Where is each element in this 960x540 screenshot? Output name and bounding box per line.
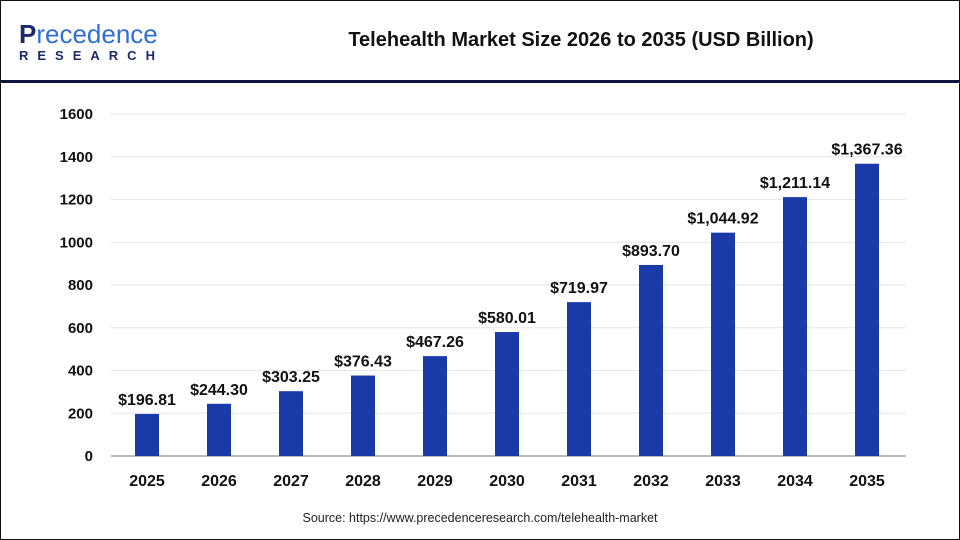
data-label: $1,367.36: [831, 142, 902, 159]
data-label: $580.01: [478, 310, 536, 327]
y-tick-label: 1000: [60, 234, 93, 251]
data-label: $467.26: [406, 334, 464, 351]
y-tick-label: 200: [68, 405, 93, 422]
data-label: $196.81: [118, 392, 176, 409]
data-label: $893.70: [622, 243, 680, 260]
bar-2032: [639, 264, 663, 456]
bar-2031: [567, 302, 591, 456]
data-label: $1,044.92: [687, 211, 758, 228]
x-tick-label: 2026: [201, 473, 237, 490]
x-tick-label: 2034: [777, 473, 813, 490]
x-tick-label: 2030: [489, 473, 525, 490]
data-label: $303.25: [262, 369, 320, 386]
x-tick-label: 2035: [849, 473, 885, 490]
bar-2034: [783, 197, 807, 456]
source-text: Source: https://www.precedenceresearch.c…: [302, 511, 658, 525]
data-label: $244.30: [190, 382, 248, 399]
y-tick-label: 600: [68, 320, 93, 337]
chart-title: Telehealth Market Size 2026 to 2035 (USD…: [348, 29, 814, 51]
bar-2030: [495, 332, 519, 456]
y-tick-label: 800: [68, 277, 93, 294]
logo: Precedence RESEARCH: [19, 19, 164, 63]
bar-2028: [351, 375, 375, 456]
header: Precedence RESEARCH Telehealth Market Si…: [1, 1, 959, 83]
x-tick-label: 2031: [561, 473, 597, 490]
x-tick-label: 2033: [705, 473, 741, 490]
bar-2027: [279, 391, 303, 456]
x-tick-label: 2032: [633, 473, 669, 490]
bar-2029: [423, 356, 447, 456]
y-tick-label: 1600: [60, 106, 93, 123]
y-tick-label: 0: [85, 448, 93, 465]
bar-2025: [135, 413, 159, 456]
data-label: $719.97: [550, 280, 608, 297]
bar-2035: [855, 163, 879, 456]
y-tick-label: 400: [68, 363, 93, 380]
data-label: $1,211.14: [760, 175, 830, 192]
x-tick-label: 2029: [417, 473, 453, 490]
x-tick-label: 2025: [129, 473, 165, 490]
data-label: $376.43: [334, 354, 392, 371]
x-tick-label: 2027: [273, 473, 309, 490]
y-tick-label: 1400: [60, 149, 93, 166]
bar-2033: [711, 232, 735, 456]
x-tick-label: 2028: [345, 473, 381, 490]
y-tick-label: 1200: [60, 192, 93, 209]
bar-2026: [207, 403, 231, 456]
